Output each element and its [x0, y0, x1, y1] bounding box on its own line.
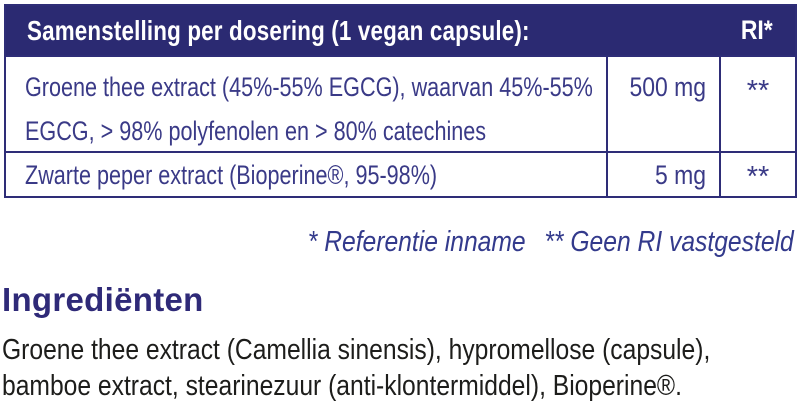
footnote-geen-ri: ** Geen RI vastgesteld — [544, 226, 794, 258]
ri-column-header: RI* — [741, 15, 773, 45]
ri-value: ** — [746, 75, 770, 107]
table-header-title-cell: Samenstelling per dosering (1 vegan caps… — [6, 15, 719, 47]
amount-cell: 5 mg — [606, 153, 719, 196]
ri-cell: ** — [719, 57, 795, 151]
ingredient-name-cell: Groene thee extract (45%-55% EGCG), waar… — [6, 57, 606, 151]
ingredient-name-line: Zwarte peper extract (Bioperine®, 95-98%… — [25, 159, 438, 190]
footnote-ri: * Referentie inname — [308, 226, 526, 258]
table-footnote: * Referentie inname ** Geen RI vastgestel… — [0, 220, 797, 264]
ingredient-name-line: EGCG, > 98% polyfenolen en > 80% catechi… — [25, 116, 487, 146]
composition-table: Samenstelling per dosering (1 vegan caps… — [4, 4, 797, 198]
amount-value: 5 mg — [654, 159, 706, 190]
table-title: Samenstelling per dosering (1 vegan caps… — [27, 14, 530, 46]
ingredients-heading: Ingrediënten — [2, 281, 204, 318]
ri-cell: ** — [719, 153, 795, 196]
ingredients-text: Groene thee extract (Camellia sinensis),… — [2, 334, 711, 402]
ri-value: ** — [746, 160, 770, 193]
table-row-groene-thee: Groene thee extract (45%-55% EGCG), waar… — [6, 55, 795, 151]
table-header-row: Samenstelling per dosering (1 vegan caps… — [6, 6, 795, 55]
amount-value: 500 mg — [629, 72, 706, 102]
ingredient-name-line: Groene thee extract (45%-55% EGCG), waar… — [25, 72, 593, 102]
table-row-zwarte-peper: Zwarte peper extract (Bioperine®, 95-98%… — [6, 151, 795, 196]
footnote-text: * Referentie inname ** Geen RI vastgestel… — [308, 220, 794, 264]
ri-column-header-cell: RI* — [719, 15, 795, 46]
ingredient-name-cell: Zwarte peper extract (Bioperine®, 95-98%… — [6, 153, 606, 196]
amount-cell: 500 mg — [606, 57, 719, 151]
